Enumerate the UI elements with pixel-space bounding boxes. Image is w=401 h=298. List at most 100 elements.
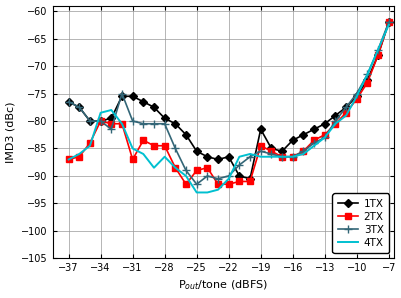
4TX (215, 188, 220, 192)
2TX (172, 166, 177, 170)
3TX (119, 92, 124, 95)
4TX (332, 122, 337, 125)
4TX (162, 155, 167, 159)
3TX (77, 105, 81, 109)
4TX (119, 122, 124, 125)
3TX (375, 48, 380, 51)
2TX (162, 144, 167, 148)
2TX (385, 20, 390, 24)
2TX (364, 81, 369, 84)
1TX (236, 174, 241, 178)
3TX (311, 141, 316, 145)
4TX (322, 136, 326, 139)
3TX (385, 20, 390, 24)
4TX (205, 191, 209, 194)
3TX (98, 119, 103, 123)
3TX (343, 105, 348, 109)
2TX (109, 122, 113, 125)
4TX (375, 48, 380, 51)
3TX (162, 122, 167, 125)
1TX (172, 122, 177, 125)
4TX (98, 111, 103, 114)
2TX (311, 139, 316, 142)
2TX (353, 97, 358, 101)
3TX (87, 119, 92, 123)
1TX (130, 94, 135, 98)
4TX (151, 166, 156, 170)
Line: 2TX: 2TX (66, 19, 391, 187)
3TX (66, 100, 71, 103)
4TX (385, 23, 390, 27)
2TX (98, 119, 103, 123)
X-axis label: P$_{out}$/tone (dBFS): P$_{out}$/tone (dBFS) (178, 279, 268, 292)
1TX (162, 117, 167, 120)
3TX (109, 128, 113, 131)
4TX (353, 94, 358, 98)
3TX (141, 122, 146, 125)
1TX (66, 100, 71, 103)
1TX (194, 149, 198, 153)
4TX (279, 155, 284, 159)
1TX (258, 128, 263, 131)
2TX (236, 180, 241, 183)
1TX (87, 119, 92, 123)
2TX (87, 141, 92, 145)
1TX (77, 105, 81, 109)
3TX (364, 72, 369, 76)
4TX (66, 158, 71, 161)
3TX (151, 122, 156, 125)
3TX (290, 155, 294, 159)
1TX (343, 105, 348, 109)
3TX (215, 177, 220, 181)
3TX (172, 147, 177, 150)
3TX (268, 152, 273, 156)
1TX (385, 20, 390, 24)
1TX (226, 155, 231, 159)
1TX (279, 149, 284, 153)
2TX (151, 144, 156, 148)
4TX (311, 144, 316, 148)
1TX (183, 133, 188, 136)
Y-axis label: IMD3 (dBc): IMD3 (dBc) (6, 101, 16, 163)
4TX (268, 155, 273, 159)
4TX (141, 152, 146, 156)
1TX (300, 133, 305, 136)
3TX (130, 119, 135, 123)
1TX (215, 158, 220, 161)
3TX (279, 155, 284, 159)
1TX (353, 94, 358, 98)
1TX (141, 100, 146, 103)
3TX (258, 149, 263, 153)
4TX (183, 174, 188, 178)
4TX (258, 155, 263, 159)
1TX (109, 117, 113, 120)
4TX (290, 155, 294, 159)
3TX (236, 163, 241, 167)
1TX (205, 155, 209, 159)
Line: 3TX: 3TX (64, 18, 392, 188)
1TX (375, 53, 380, 57)
1TX (290, 139, 294, 142)
2TX (77, 155, 81, 159)
3TX (300, 149, 305, 153)
1TX (247, 177, 252, 181)
4TX (172, 166, 177, 170)
2TX (183, 182, 188, 186)
3TX (226, 174, 231, 178)
3TX (205, 174, 209, 178)
3TX (194, 182, 198, 186)
2TX (226, 182, 231, 186)
4TX (364, 72, 369, 76)
1TX (151, 105, 156, 109)
1TX (322, 122, 326, 125)
4TX (300, 152, 305, 156)
2TX (332, 122, 337, 125)
2TX (279, 155, 284, 159)
2TX (268, 149, 273, 153)
4TX (194, 191, 198, 194)
4TX (247, 152, 252, 156)
2TX (258, 144, 263, 148)
1TX (119, 94, 124, 98)
2TX (205, 166, 209, 170)
2TX (130, 158, 135, 161)
